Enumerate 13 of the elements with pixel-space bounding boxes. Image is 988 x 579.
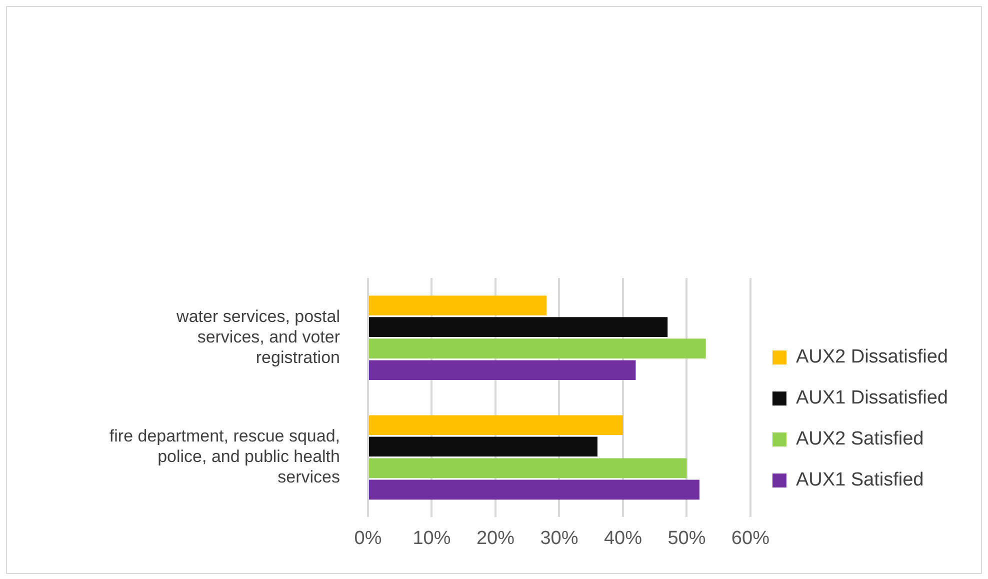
x-tick-label: 20% [476,528,515,549]
x-tick-label: 10% [412,528,451,549]
y-tick-label: fire department, rescue squad, police, and public health services [109,426,340,486]
x-tick-label: 40% [604,528,642,549]
x-tick-label: 30% [540,528,578,549]
legend-label: AUX1 Dissatisfied [796,388,948,409]
legend-label: AUX2 Dissatisfied [796,346,948,368]
x-tick-label: 60% [731,528,770,549]
y-tick-label: water services, postal services, and voter registration [176,307,340,367]
x-tick-label: 0% [354,528,382,549]
x-tick-label: 50% [668,528,706,549]
legend-label: AUX2 Satisfied [796,428,924,450]
legend-label: AUX1 Satisfied [796,470,924,491]
